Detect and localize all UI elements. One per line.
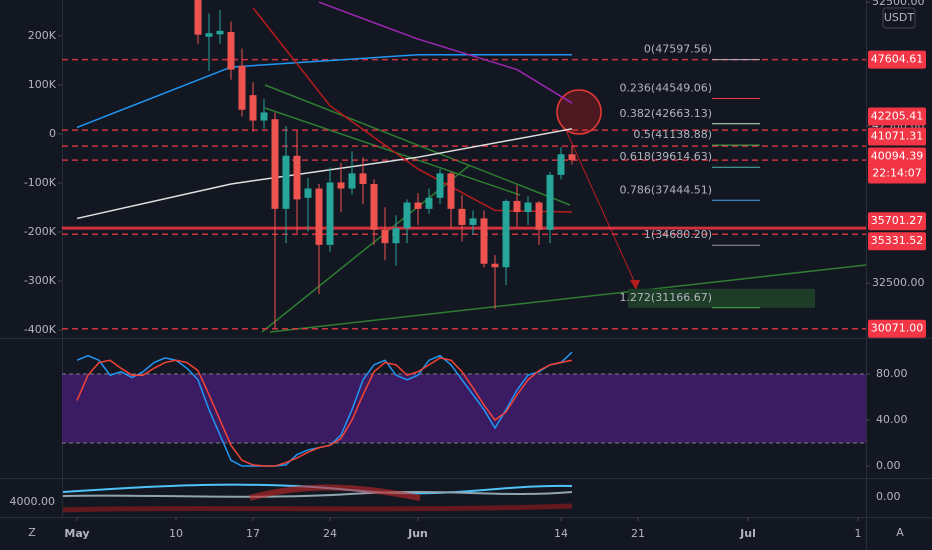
- time-tick-label: 24: [323, 527, 337, 540]
- candle-body: [447, 173, 455, 209]
- moving-average: [252, 7, 573, 213]
- time-tick-label: 10: [169, 527, 183, 540]
- moving-average: [76, 53, 572, 129]
- price-badge: [868, 50, 926, 69]
- candle-body: [480, 218, 488, 264]
- candle-body: [260, 112, 268, 121]
- candle-body: [535, 202, 543, 230]
- price-badge-label: 40094.39: [871, 149, 924, 162]
- main-pane: [62, 0, 866, 330]
- fib-label: 0(47597.56): [644, 43, 712, 56]
- candle-body: [546, 174, 554, 230]
- left-tick-label: 200K: [28, 29, 57, 42]
- fib-label: 1(34680.20): [644, 228, 712, 241]
- lower-left-label: 4000.00: [10, 495, 56, 508]
- left-tick-label: -400K: [24, 323, 57, 336]
- currency-box: [882, 7, 916, 29]
- moving-average: [318, 1, 573, 104]
- fib-label: 0.618(39614.63): [619, 150, 712, 163]
- oscillator-tick-label: 0.00: [876, 459, 901, 472]
- candle-body: [194, 0, 202, 35]
- fib-label: 0.5(41138.88): [633, 128, 712, 141]
- price-badge: [868, 232, 926, 251]
- time-tick-label: 14: [554, 527, 568, 540]
- lower-right-label: 0.00: [876, 490, 901, 503]
- candle-body: [293, 155, 301, 200]
- time-tick-label: May: [64, 527, 89, 540]
- price-tick-label: 32500.00: [872, 276, 925, 289]
- candle-body: [227, 31, 235, 70]
- price-badge-label: 41071.31: [871, 129, 924, 142]
- currency: USDT: [884, 11, 915, 24]
- candle-body: [469, 218, 477, 225]
- price-tick-label: 52500.00: [872, 0, 925, 8]
- price-badge: [868, 147, 926, 184]
- candle-body: [381, 229, 389, 244]
- candle-body: [348, 173, 356, 189]
- candle-body: [557, 154, 565, 175]
- fib-label: 1.272(31166.67): [619, 291, 712, 304]
- candle-body: [403, 202, 411, 229]
- candle-body: [513, 200, 521, 213]
- candle-body: [502, 200, 510, 268]
- time-tick-label: 21: [631, 527, 645, 540]
- moving-average: [76, 128, 573, 220]
- left-tick-label: -100K: [24, 176, 57, 189]
- time-tick-label: Jul: [739, 527, 756, 540]
- candle-body: [414, 202, 422, 209]
- fib-label: 0.786(37444.51): [619, 183, 712, 196]
- candle-body: [216, 30, 224, 35]
- price-badge-label: 30071.00: [871, 322, 924, 335]
- candle-body: [425, 197, 433, 209]
- price-badge-time: 22:14:07: [872, 166, 921, 179]
- candle-body: [282, 155, 290, 209]
- candle-body: [337, 182, 345, 189]
- candle-body: [271, 119, 279, 209]
- left-tick-label: -300K: [24, 274, 57, 287]
- fib-highlight: [628, 288, 815, 308]
- candle-body: [392, 228, 400, 244]
- time-tick-label: 17: [246, 527, 260, 540]
- candle-body: [326, 182, 334, 245]
- oscillator-tick-label: 40.00: [876, 413, 908, 426]
- time-tick-label: 1: [855, 527, 862, 540]
- left-tick-label: 0: [49, 127, 56, 140]
- drawings: [261, 84, 866, 333]
- candle-body: [370, 183, 378, 230]
- oscillator-tick-label: 80.00: [876, 367, 908, 380]
- zoom-button[interactable]: Z: [28, 526, 36, 539]
- price-badge: [868, 319, 926, 338]
- candle-body: [249, 95, 257, 121]
- price-badge-label: 35331.52: [871, 234, 924, 247]
- auto-button[interactable]: A: [896, 526, 904, 539]
- time-tick-label: Jun: [407, 527, 428, 540]
- candle-body: [568, 154, 576, 161]
- candle-body: [315, 188, 323, 245]
- price-badge-label: 35701.27: [871, 214, 924, 227]
- candle-body: [205, 33, 213, 37]
- candle-body: [359, 173, 367, 184]
- candle-body: [238, 65, 246, 110]
- left-tick-label: -200K: [24, 225, 57, 238]
- fib-label: 0.236(44549.06): [619, 81, 712, 94]
- left-tick-label: 100K: [28, 78, 57, 91]
- oscillator-line: [76, 357, 573, 467]
- oscillator-band: [62, 374, 866, 444]
- price-badge: [868, 212, 926, 231]
- fib-label: 0.382(42663.13): [619, 107, 712, 120]
- lower-labels: 4000.00 0.00 Z A USDT: [10, 7, 916, 539]
- price-badge: [868, 127, 926, 146]
- candle-body: [458, 208, 466, 225]
- lower-pane-waves: [62, 483, 573, 513]
- candle-body: [524, 202, 532, 213]
- candle-body: [436, 173, 444, 198]
- price-badge-label: 42205.41: [871, 109, 924, 122]
- candle-body: [491, 263, 499, 268]
- price-badge-label: 47604.61: [871, 53, 924, 66]
- candle-body: [304, 188, 312, 198]
- price-badge: [868, 107, 926, 126]
